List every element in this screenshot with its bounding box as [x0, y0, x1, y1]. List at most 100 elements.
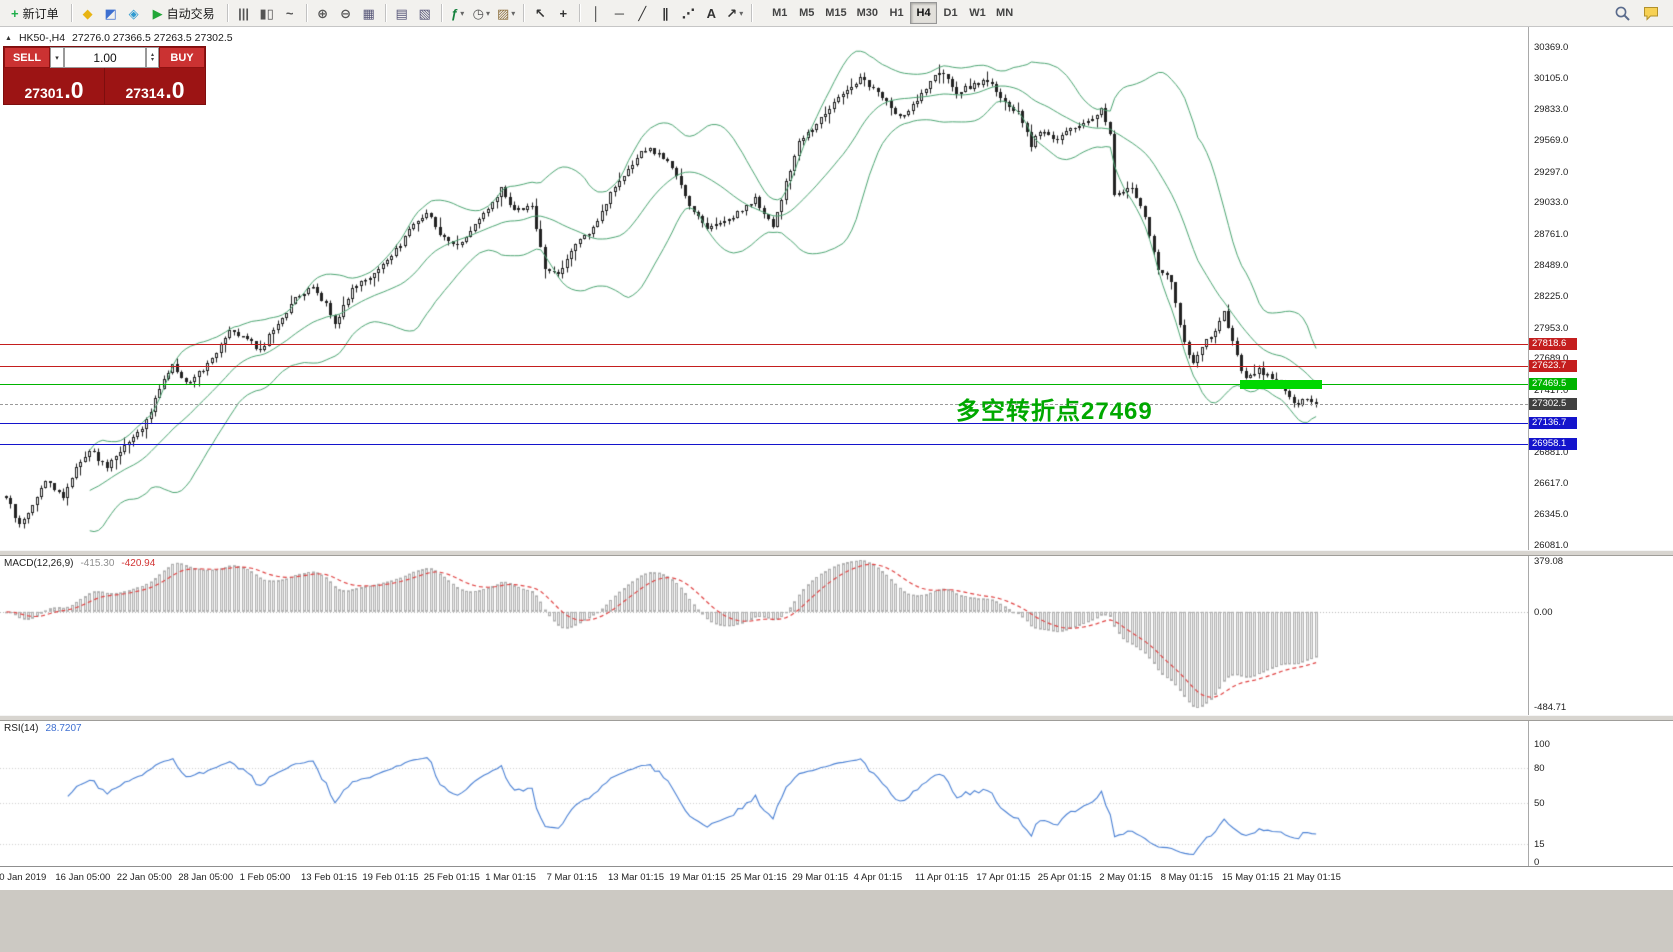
text-icon[interactable]: A: [700, 2, 722, 24]
dropdown-caret-icon: ▾: [460, 8, 465, 18]
toolbar-separator: [751, 4, 753, 22]
rsi-axis-label: 100: [1534, 739, 1550, 750]
price-axis-label: 28225.0: [1534, 291, 1569, 302]
cursor-icon-glyph: ↖: [534, 5, 546, 21]
time-axis-label: 29 Mar 01:15: [792, 872, 849, 883]
arrows-icon[interactable]: ↗ ▾: [723, 2, 746, 24]
timeframe-m5[interactable]: M5: [793, 2, 820, 24]
buy-button[interactable]: BUY: [159, 47, 205, 68]
timeframe-m15[interactable]: M15: [820, 2, 851, 24]
price-axis-label: 26881.0: [1534, 447, 1569, 459]
volume-input[interactable]: 1.00: [64, 47, 146, 68]
order-type-dropdown[interactable]: ▾: [50, 47, 64, 68]
timeframe-m30[interactable]: M30: [852, 2, 883, 24]
chart-marker-icon: ▲: [5, 34, 12, 42]
buy-price[interactable]: 27314.0: [105, 68, 205, 104]
price-chart-canvas[interactable]: [0, 27, 1528, 550]
toolbar-separator: [384, 4, 386, 22]
sell-button[interactable]: SELL: [4, 47, 50, 68]
navigator-icon-glyph: ◩: [104, 5, 117, 21]
vertical-line-icon[interactable]: │: [585, 2, 607, 24]
splitter-macd[interactable]: [0, 550, 1673, 556]
chart-window: 多空转折点27469 ▲ HK50-,H4 27276.0 27366.5 27…: [0, 27, 1673, 952]
macd-axis-label: -484.71: [1534, 702, 1567, 713]
toolbar-separator: [305, 4, 307, 22]
periods-icon-glyph: ◷: [472, 5, 484, 21]
indicators-icon-glyph: ƒ: [451, 5, 459, 21]
metaeditor-icon-glyph: ◆: [82, 5, 93, 21]
macd-canvas[interactable]: [0, 556, 1528, 715]
periods-icon[interactable]: ◷ ▾: [470, 2, 493, 24]
price-tag-27469.5: 27469.5: [1529, 378, 1577, 391]
timeframe-h4[interactable]: H4: [910, 2, 938, 24]
macd-axis-label: 379.08: [1534, 556, 1564, 567]
time-axis-label: 25 Mar 01:15: [730, 872, 787, 883]
price-axis-label: 29297.0: [1534, 166, 1569, 178]
bar-chart-icon-glyph: |||: [238, 5, 250, 21]
channel-icon-glyph: ∥: [662, 5, 669, 21]
sell-price[interactable]: 27301.0: [4, 68, 105, 104]
timeframe-m1[interactable]: M1: [766, 2, 793, 24]
autotrade-icon: ▶: [152, 5, 163, 21]
tile-windows-icon-glyph: ▦: [362, 5, 375, 21]
horizontal-line-icon[interactable]: ─: [608, 2, 630, 24]
rsi-canvas[interactable]: [0, 721, 1528, 866]
time-axis-label: 4 Apr 01:15: [853, 872, 903, 883]
crosshair-icon-glyph: +: [559, 5, 568, 21]
zoom-in-icon-glyph: ⊕: [317, 5, 329, 21]
volume-stepper[interactable]: ▴ ▾: [146, 47, 159, 68]
line-chart-icon-glyph: ~: [285, 5, 294, 21]
rsi-axis-label: 80: [1534, 762, 1545, 774]
toolbar-separator: [523, 4, 525, 22]
stepper-up-icon[interactable]: ▴: [150, 51, 154, 58]
indicators-icon[interactable]: ƒ ▾: [447, 2, 469, 24]
fibonacci-icon[interactable]: ⋰: [677, 2, 699, 24]
stepper-down-icon[interactable]: ▾: [150, 56, 154, 63]
metaeditor-icon[interactable]: ◆: [77, 2, 99, 24]
trendline-icon[interactable]: ╱: [631, 2, 653, 24]
templates-icon-glyph: ▨: [496, 5, 510, 21]
auto-arrange-icon-glyph: ▤: [395, 5, 408, 21]
timeframe-w1[interactable]: W1: [964, 2, 991, 24]
navigator-icon[interactable]: ◩: [100, 2, 122, 24]
timeframe-h1[interactable]: H1: [883, 2, 910, 24]
time-axis[interactable]: 10 Jan 2019 16 Jan 05:00 22 Jan 05:00 28 Ja…: [0, 866, 1673, 890]
line-chart-icon[interactable]: ~: [279, 2, 301, 24]
time-axis-label: 10 Jan 2019: [0, 872, 47, 883]
zoom-out-icon[interactable]: ⊖: [335, 2, 357, 24]
bar-chart-icon[interactable]: |||: [233, 2, 255, 24]
templates-icon[interactable]: ▨ ▾: [494, 2, 518, 24]
time-axis-label: 25 Apr 01:15: [1037, 872, 1092, 883]
timeframe-mn[interactable]: MN: [991, 2, 1018, 24]
new-order-button[interactable]: + 新订单: [4, 2, 66, 24]
time-axis-label: 13 Feb 01:15: [301, 872, 357, 883]
time-axis-label: 17 Apr 01:15: [976, 872, 1031, 883]
cascade-windows-icon[interactable]: ▧: [414, 2, 436, 24]
vertical-line-icon-glyph: │: [592, 5, 601, 21]
one-click-trading-panel: SELL ▾ 1.00 ▴ ▾ BUY 27301.0 27314.0: [3, 46, 206, 105]
timeframe-d1[interactable]: D1: [937, 2, 964, 24]
channel-icon[interactable]: ∥: [654, 2, 676, 24]
tile-windows-icon[interactable]: ▦: [358, 2, 380, 24]
text-icon-glyph: A: [706, 5, 716, 21]
price-tag-27136.7: 27136.7: [1529, 416, 1577, 429]
auto-arrange-icon[interactable]: ▤: [391, 2, 413, 24]
macd-name: MACD(12,26,9): [4, 558, 74, 569]
market-watch-icon[interactable]: ◈: [123, 2, 145, 24]
dropdown-caret-icon: ▾: [485, 8, 490, 18]
autotrade-button[interactable]: ▶ 自动交易: [146, 2, 222, 24]
price-axis[interactable]: 30369.0 30105.0 29833.0 29569.0 29297.0 29033…: [1528, 27, 1673, 868]
cursor-icon[interactable]: ↖: [529, 2, 551, 24]
toolbar-right: [1611, 2, 1669, 24]
crosshair-icon[interactable]: +: [552, 2, 574, 24]
time-axis-label: 16 Jan 05:00: [55, 872, 111, 883]
macd-value: -415.30: [80, 558, 115, 569]
price-tag-27818.6: 27818.6: [1529, 337, 1577, 350]
splitter-rsi[interactable]: [0, 715, 1673, 721]
search-icon[interactable]: [1611, 2, 1634, 24]
chat-icon[interactable]: [1640, 2, 1663, 24]
zoom-in-icon[interactable]: ⊕: [312, 2, 334, 24]
candlestick-chart-icon[interactable]: ▮▯: [256, 2, 278, 24]
toolbar-separator: [440, 4, 442, 22]
time-axis-label: 19 Feb 01:15: [362, 872, 419, 883]
